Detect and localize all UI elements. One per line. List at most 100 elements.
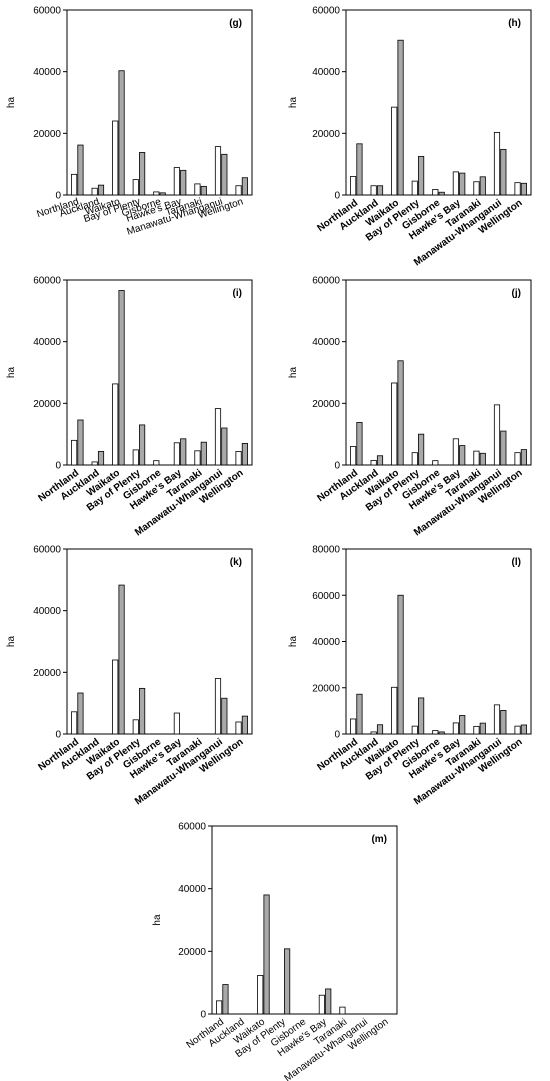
panel-label: (m) (371, 834, 387, 845)
bar-grey (77, 419, 84, 466)
bar-grey (376, 455, 384, 466)
bar-grey (356, 693, 363, 735)
bar-white (473, 181, 480, 196)
panel-m: 0200004000060000ha(m)NorthlandAucklandWa… (152, 822, 398, 1081)
bar-white (493, 404, 501, 466)
y-axis-label: ha (6, 636, 17, 648)
bar-grey (356, 143, 363, 196)
y-tick-label: 0 (200, 1010, 206, 1021)
bar-grey (459, 445, 466, 466)
bar-grey (200, 185, 207, 196)
bar-white (318, 994, 325, 1015)
bar-white (132, 179, 139, 196)
y-tick-label: 40000 (33, 606, 61, 617)
bar-white (153, 460, 160, 466)
bar-white (153, 191, 160, 196)
bar-white (432, 460, 439, 466)
bar-grey (418, 156, 425, 196)
bar-grey (418, 433, 425, 466)
bar-grey (500, 430, 507, 466)
bar-white (132, 719, 139, 735)
bar-white (112, 383, 119, 466)
bar-white (391, 686, 398, 735)
y-tick-label: 40000 (312, 337, 340, 348)
bar-white (132, 449, 139, 466)
bar-white (350, 718, 357, 735)
bar-white (91, 461, 98, 466)
bar-white (391, 382, 398, 466)
y-tick-label: 0 (55, 461, 61, 472)
bar-grey (397, 594, 404, 735)
y-tick-label: 20000 (312, 399, 340, 410)
bar-white (216, 1000, 223, 1015)
bar-grey (376, 724, 384, 735)
bar-white (493, 704, 501, 735)
y-tick-label: 20000 (33, 399, 61, 410)
bar-grey (479, 722, 486, 735)
bar-grey (520, 182, 527, 196)
bar-grey (459, 715, 466, 735)
bar-white (71, 173, 78, 196)
plot-frame (345, 9, 532, 196)
bar-grey (97, 184, 105, 196)
bar-grey (77, 144, 84, 196)
bar-grey (118, 584, 125, 735)
bar-grey (77, 692, 84, 735)
y-axis-label: ha (6, 367, 17, 379)
y-tick-label: 60000 (312, 6, 340, 17)
y-axis-label: ha (6, 97, 17, 109)
bar-white (473, 450, 480, 466)
bar-grey (159, 192, 166, 196)
bar-white (452, 171, 459, 196)
bar-grey (221, 427, 228, 466)
plot-frame (345, 548, 532, 735)
panel-label: (i) (233, 288, 242, 299)
bar-white (411, 180, 418, 196)
bar-grey (118, 70, 125, 196)
y-tick-label: 60000 (312, 276, 340, 287)
bar-white (214, 678, 222, 735)
bar-grey (263, 894, 270, 1015)
bar-white (235, 451, 242, 466)
bar-grey (376, 185, 384, 196)
bar-white (452, 438, 459, 466)
panel-l: 020000400006000080000ha(l)NorthlandAuckl… (288, 545, 532, 807)
plot-frame (66, 9, 253, 196)
bar-grey (139, 687, 146, 735)
y-axis-label: ha (152, 914, 163, 926)
plot-frame (66, 279, 253, 466)
y-tick-label: 40000 (312, 67, 340, 78)
y-tick-label: 0 (334, 191, 340, 202)
bar-grey (438, 191, 445, 196)
y-axis-label: ha (288, 636, 299, 648)
panel-h: 0200004000060000ha(h)NorthlandAucklandWa… (288, 6, 532, 268)
bar-white (432, 189, 439, 196)
bar-grey (222, 984, 229, 1015)
bar-white (514, 725, 521, 735)
bar-white (411, 725, 418, 735)
plot-frame (66, 548, 253, 735)
bar-white (173, 167, 180, 196)
panel-label: (h) (508, 18, 521, 29)
bar-white (391, 106, 398, 196)
bar-grey (221, 697, 228, 735)
bar-white (493, 132, 501, 196)
bar-white (71, 439, 78, 466)
bar-grey (241, 443, 248, 466)
bar-grey (284, 948, 291, 1015)
bar-white (235, 721, 242, 735)
bar-grey (180, 169, 187, 196)
bar-white (370, 731, 377, 735)
bar-white (194, 183, 201, 196)
panel-label: (l) (512, 557, 521, 568)
bar-white (173, 442, 180, 466)
bar-grey (241, 715, 248, 735)
y-tick-label: 0 (334, 461, 340, 472)
y-tick-label: 20000 (33, 668, 61, 679)
bar-white (370, 459, 377, 466)
bar-white (514, 182, 521, 196)
bar-white (112, 659, 119, 735)
y-tick-label: 0 (55, 730, 61, 741)
y-tick-label: 60000 (33, 276, 61, 287)
y-axis-label: ha (288, 367, 299, 379)
